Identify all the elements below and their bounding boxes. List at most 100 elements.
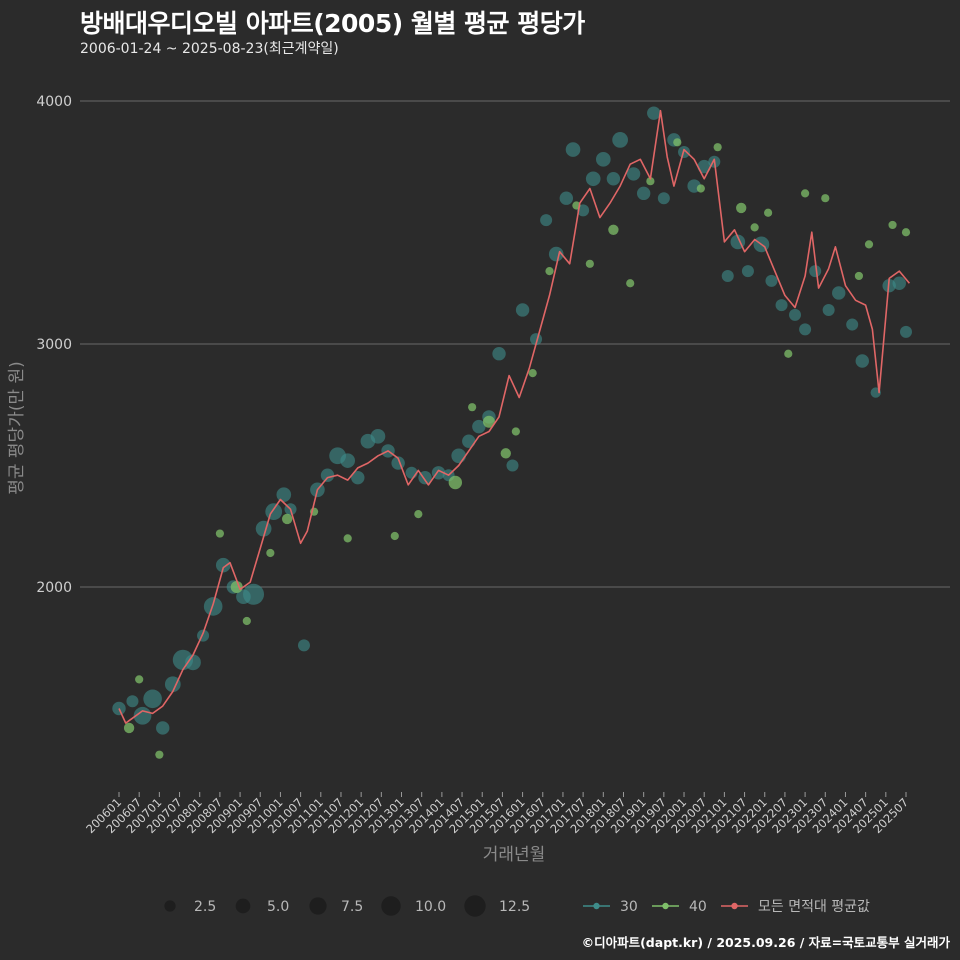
series-40-point-4 bbox=[230, 580, 243, 594]
source-caption: ©디아파트(dapt.kr) / 2025.09.26 / 자료=국토교통부 실… bbox=[581, 935, 950, 950]
series-30-point-49 bbox=[626, 167, 641, 181]
series-40-point-34 bbox=[864, 240, 874, 249]
size-legend-circle-4 bbox=[464, 895, 486, 917]
series-40-point-11 bbox=[414, 509, 423, 519]
series-30-point-33 bbox=[462, 434, 476, 448]
series-40-point-36 bbox=[901, 228, 911, 237]
series-30-point-62 bbox=[765, 274, 778, 287]
series-legend-key-dot-1 bbox=[662, 902, 669, 910]
size-legend-label-1: 5.0 bbox=[267, 899, 289, 915]
series-30-point-56 bbox=[697, 159, 711, 174]
series-40-point-15 bbox=[500, 448, 511, 459]
x-axis-label: 거래년월 bbox=[483, 845, 546, 865]
series-30-point-52 bbox=[657, 192, 670, 205]
series-30-point-64 bbox=[789, 308, 802, 321]
series-30-point-10 bbox=[215, 557, 231, 573]
series-40-point-6 bbox=[266, 548, 275, 558]
series-40-point-2 bbox=[155, 750, 164, 759]
series-40-point-30 bbox=[784, 349, 793, 358]
series-30-point-20 bbox=[320, 468, 335, 482]
chart-title: 방배대우디오빌 아파트(2005) 월별 평균 평당가 bbox=[80, 9, 585, 38]
series-40-point-33 bbox=[854, 271, 864, 281]
series-30-point-37 bbox=[506, 459, 519, 472]
series-30-point-25 bbox=[370, 429, 386, 444]
series-30-point-46 bbox=[595, 152, 611, 167]
y-tick-2000: 2000 bbox=[36, 580, 72, 596]
series-40-point-9 bbox=[343, 534, 352, 543]
series-legend-label-2: 모든 면적대 평균값 bbox=[758, 899, 870, 915]
series-40-point-16 bbox=[511, 427, 520, 436]
series-40-point-32 bbox=[821, 194, 830, 203]
size-legend-label-3: 10.0 bbox=[415, 899, 446, 915]
series-40-point-22 bbox=[626, 279, 635, 288]
y-tick-3000: 3000 bbox=[36, 337, 72, 353]
series-40-point-5 bbox=[242, 616, 251, 626]
series-30-point-66 bbox=[809, 265, 822, 278]
series-30-point-74 bbox=[899, 325, 913, 338]
x-axis-ticks: 2006012006072007012007072008012008072009… bbox=[83, 792, 911, 836]
series-30-points bbox=[112, 106, 913, 735]
series-legend-key-dot-2 bbox=[731, 902, 738, 910]
series-30-point-4 bbox=[156, 721, 170, 735]
series-30-point-65 bbox=[799, 323, 812, 336]
series-30-point-43 bbox=[565, 142, 581, 157]
avg-line bbox=[118, 109, 911, 724]
legend: 2.5 5.0 7.5 10.0 12.5 30 40 모든 면적대 평균값 bbox=[164, 895, 870, 917]
series-30-point-15 bbox=[265, 503, 283, 521]
series-40-point-13 bbox=[468, 403, 477, 412]
series-30-point-58 bbox=[721, 269, 734, 282]
series-30-point-48 bbox=[612, 132, 628, 148]
series-40-point-3 bbox=[215, 529, 224, 538]
size-legend-circle-3 bbox=[381, 896, 401, 916]
series-30-point-32 bbox=[451, 448, 467, 464]
series-30-point-18 bbox=[297, 639, 310, 652]
series-40-point-31 bbox=[801, 189, 810, 198]
series-40-point-23 bbox=[646, 177, 655, 186]
series-30-point-67 bbox=[822, 303, 835, 316]
series-40-point-20 bbox=[585, 259, 594, 268]
series-30-point-51 bbox=[647, 106, 661, 120]
series-40-point-35 bbox=[888, 220, 897, 230]
y-axis-ticks: 2000 3000 4000 bbox=[36, 94, 72, 596]
series-30-point-42 bbox=[559, 191, 574, 205]
series-legend-label-0: 30 bbox=[620, 899, 638, 915]
series-30-point-23 bbox=[351, 470, 365, 485]
size-legend-label-2: 7.5 bbox=[341, 899, 363, 915]
series-30-point-34 bbox=[472, 419, 486, 434]
series-legend-label-1: 40 bbox=[689, 899, 707, 915]
series-40-point-0 bbox=[123, 722, 135, 734]
grid-lines bbox=[80, 100, 950, 588]
size-legend-label-0: 2.5 bbox=[194, 899, 216, 915]
series-30-point-38 bbox=[515, 303, 530, 317]
series-40-point-17 bbox=[528, 369, 537, 378]
series-30-point-50 bbox=[636, 186, 651, 201]
series-30-point-7 bbox=[185, 654, 201, 671]
y-tick-4000: 4000 bbox=[36, 94, 72, 110]
series-30-point-16 bbox=[276, 487, 292, 502]
series-40-point-18 bbox=[545, 267, 554, 276]
size-legend-circle-1 bbox=[235, 898, 251, 914]
series-30-point-73 bbox=[892, 276, 906, 290]
series-40-point-10 bbox=[390, 531, 399, 541]
series-40-point-7 bbox=[281, 513, 293, 525]
size-legend-circle-2 bbox=[309, 897, 327, 915]
series-40-point-1 bbox=[135, 675, 144, 684]
y-axis-label: 평균 평당가(만 원) bbox=[7, 361, 27, 495]
series-30-point-60 bbox=[741, 265, 754, 278]
series-40-point-12 bbox=[448, 475, 463, 490]
series-40-point-27 bbox=[736, 202, 747, 214]
series-30-point-1 bbox=[126, 695, 139, 708]
series-30-point-69 bbox=[846, 318, 859, 331]
series-30-point-68 bbox=[832, 286, 846, 300]
series-30-point-5 bbox=[164, 676, 181, 693]
series-30-point-40 bbox=[540, 214, 553, 227]
avg-line-layer bbox=[118, 109, 911, 724]
series-30-point-22 bbox=[340, 453, 356, 468]
series-legend-key-dot-0 bbox=[593, 902, 600, 910]
series-40-point-21 bbox=[608, 224, 619, 235]
chart-subtitle: 2006-01-24 ~ 2025-08-23(최근계약일) bbox=[80, 41, 339, 57]
series-40-point-24 bbox=[673, 138, 682, 147]
series-30-point-45 bbox=[585, 171, 601, 187]
series-30-point-70 bbox=[855, 354, 869, 368]
